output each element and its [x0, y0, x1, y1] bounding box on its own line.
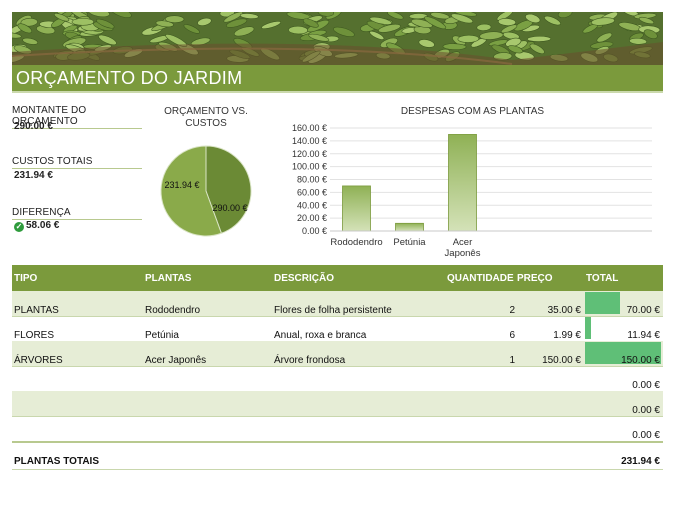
cell-total[interactable]: 150.00 €	[621, 355, 660, 366]
cell-total[interactable]: 0.00 €	[632, 380, 660, 391]
bar-chart-title: DESPESAS COM AS PLANTAS	[400, 106, 545, 117]
bar	[342, 185, 371, 232]
y-tick-label: 40.00 €	[297, 200, 327, 210]
table-row[interactable]: FLORES Petúnia Anual, roxa e branca 6 1.99 €…	[12, 316, 663, 342]
cell-preco[interactable]: 1.99 €	[553, 330, 581, 341]
cell-tipo[interactable]: PLANTAS	[14, 305, 59, 316]
difference-label: DIFERENÇA	[12, 207, 142, 220]
pie-slice	[205, 145, 252, 234]
page-title: ORÇAMENTO DO JARDIM	[16, 68, 243, 88]
totals-value: 231.94 €	[621, 456, 660, 467]
bar	[395, 222, 424, 232]
cell-quantidade[interactable]: 1	[509, 355, 515, 366]
budget-value: 290.00 €	[14, 121, 53, 132]
x-tick-label: Acer	[453, 237, 473, 248]
cell-planta[interactable]: Rododendro	[145, 305, 201, 316]
y-tick-label: 80.00 €	[297, 175, 327, 185]
cell-total[interactable]: 0.00 €	[632, 430, 660, 441]
pie-data-label: 231.94 €	[164, 180, 199, 190]
total-databar	[585, 342, 661, 364]
y-tick-label: 20.00 €	[297, 213, 327, 223]
cell-descricao[interactable]: Árvore frondosa	[274, 355, 346, 366]
header-plantas[interactable]: PLANTAS	[145, 273, 192, 284]
total-databar	[585, 292, 620, 314]
totals-row: PLANTAS TOTAIS 231.94 €	[12, 441, 663, 470]
table-row[interactable]: ÁRVORES Acer Japonês Árvore frondosa 1 150.0…	[12, 341, 663, 367]
pods-photo	[12, 12, 663, 65]
cell-tipo[interactable]: FLORES	[14, 330, 55, 341]
costs-label: CUSTOS TOTAIS	[12, 156, 142, 169]
y-tick-label: 160.00 €	[292, 123, 327, 133]
header-preco[interactable]: PREÇO	[517, 273, 553, 284]
table-header: TIPO PLANTAS DESCRIÇÃO QUANTIDADE PREÇO …	[12, 265, 663, 291]
pie-data-label: 290.00 €	[212, 203, 247, 213]
pie-chart-title: ORÇAMENTO VS. CUSTOS	[164, 106, 248, 129]
cell-quantidade[interactable]: 6	[509, 330, 515, 341]
cell-tipo[interactable]: ÁRVORES	[14, 355, 63, 366]
budget-label: MONTANTE DO ORÇAMENTO	[12, 105, 142, 129]
x-tick-label: Petúnia	[393, 237, 426, 248]
table-row[interactable]: 0.00 €	[12, 366, 663, 392]
check-circle-icon: ✓	[14, 222, 24, 232]
pie-slice	[160, 145, 223, 237]
cell-total[interactable]: 0.00 €	[632, 405, 660, 416]
totals-label: PLANTAS TOTAIS	[14, 456, 99, 467]
difference-value-wrap: ✓ 58.06 €	[14, 220, 59, 232]
bar-chart: 0.00 € 20.00 € 40.00 € 60.00 € 80.00 € 100.00…	[292, 123, 652, 259]
header-banner-image	[12, 12, 663, 65]
total-databar	[585, 317, 591, 339]
y-tick-label: 60.00 €	[297, 187, 327, 197]
table-row[interactable]: 0.00 €	[12, 391, 663, 417]
x-tick-label: Japonês	[445, 248, 481, 259]
y-tick-label: 100.00 €	[292, 162, 327, 172]
difference-value: 58.06 €	[26, 220, 60, 231]
table-row[interactable]: PLANTAS Rododendro Flores de folha persist…	[12, 291, 663, 317]
cell-total[interactable]: 11.94 €	[627, 330, 660, 341]
header-total[interactable]: TOTAL	[586, 273, 619, 284]
cell-descricao[interactable]: Anual, roxa e branca	[274, 330, 367, 341]
y-tick-label: 140.00 €	[292, 136, 327, 146]
header-descricao[interactable]: DESCRIÇÃO	[274, 273, 335, 284]
table-row[interactable]: 0.00 €	[12, 416, 663, 442]
cell-total[interactable]: 70.00 €	[626, 305, 660, 316]
title-bar: ORÇAMENTO DO JARDIM	[12, 65, 663, 93]
y-tick-label: 120.00 €	[292, 149, 327, 159]
cell-preco[interactable]: 35.00 €	[547, 305, 581, 316]
x-tick-label: Rododendro	[330, 237, 382, 248]
header-tipo[interactable]: TIPO	[14, 273, 38, 284]
bar	[448, 134, 477, 232]
costs-value: 231.94 €	[14, 170, 53, 181]
cell-descricao[interactable]: Flores de folha persistente	[274, 305, 392, 316]
cell-quantidade[interactable]: 2	[509, 305, 515, 316]
cell-planta[interactable]: Petúnia	[145, 330, 179, 341]
pie-chart: 231.94 € 290.00 €	[160, 145, 252, 237]
header-quantidade[interactable]: QUANTIDADE	[447, 273, 514, 284]
cell-preco[interactable]: 150.00 €	[542, 355, 581, 366]
y-tick-label: 0.00 €	[302, 226, 327, 236]
cell-planta[interactable]: Acer Japonês	[145, 355, 207, 366]
